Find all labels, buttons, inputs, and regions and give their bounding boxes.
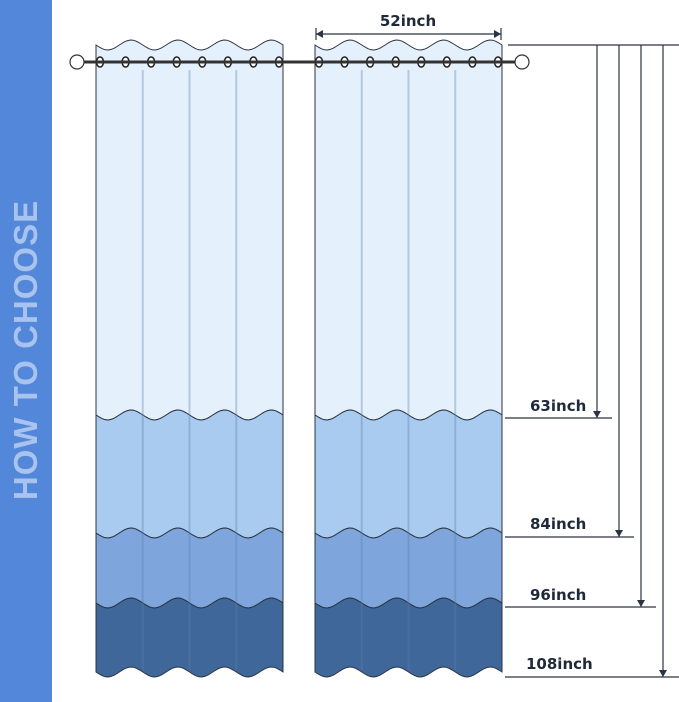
width-label: 52inch [380,12,436,30]
arrow-left-icon [316,30,323,38]
arrow-down-icon [659,670,667,677]
curtain-panel-right [314,39,503,678]
length-label-96: 96inch [530,586,586,604]
arrow-down-icon [615,530,623,537]
arrow-down-icon [593,411,601,418]
curtain-panel-left [95,39,284,678]
side-banner: HOW TO CHOOSE [0,0,52,702]
length-label-63: 63inch [530,397,586,415]
arrow-down-icon [637,600,645,607]
curtain-band-108 [314,597,503,678]
curtain-band-108 [95,597,284,678]
arrow-right-icon [494,30,501,38]
length-label-108: 108inch [526,655,593,673]
length-label-84: 84inch [530,515,586,533]
curtain-rod [69,54,530,70]
finial-right-icon [514,54,530,70]
finial-left-icon [69,54,85,70]
